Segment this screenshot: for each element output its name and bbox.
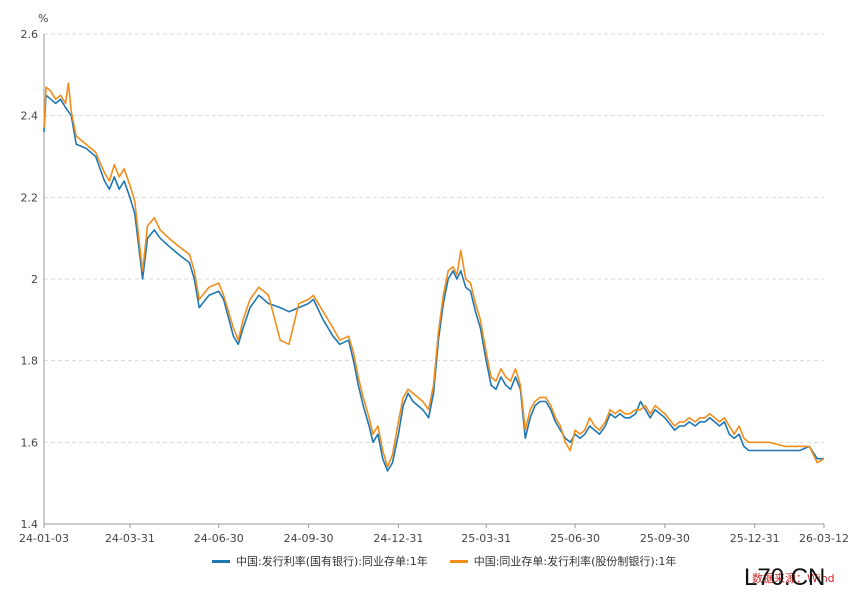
legend-item-series-2: 中国:同业存单:发行利率(股份制银行):1年 [449,553,677,569]
x-tick-labels: 24-01-03 24-03-31 24-06-30 24-09-30 24-12-31… [19,532,849,545]
x-tick-label: 26-03-12 [799,532,849,545]
legend-swatch-series-2 [449,559,468,563]
y-tick-labels: 1.4 1.6 1.8 2 2.2 2.4 2.6 [21,28,39,531]
x-tick-label: 24-03-31 [105,532,155,545]
y-tick-label: 1.8 [21,355,39,368]
series-line-1 [43,94,824,472]
legend-item-series-1: 中国:发行利率(国有银行):同业存单:1年 [212,553,428,569]
y-tick-label: 2.6 [21,28,39,41]
axes [43,34,825,528]
series-lines [43,82,825,472]
x-tick-label: 25-03-31 [461,532,511,545]
x-tick-label: 24-12-31 [373,532,423,545]
data-source-note: 数据来源：Wind [752,572,835,585]
y-tick-label: 1.6 [21,436,39,449]
legend: 中国:发行利率(国有银行):同业存单:1年 中国:同业存单:发行利率(股份制银行… [212,553,676,569]
y-tick-label: 2 [31,273,38,286]
y-unit-label: % [38,12,48,25]
series-line-2 [43,82,825,468]
legend-label-series-1: 中国:发行利率(国有银行):同业存单:1年 [236,555,428,568]
legend-label-series-2: 中国:同业存单:发行利率(股份制银行):1年 [473,555,677,568]
x-tick-label: 25-09-30 [640,532,690,545]
x-tick-label: 25-06-30 [550,532,600,545]
x-tick-label: 24-09-30 [284,532,334,545]
x-tick-label: 25-12-31 [730,532,780,545]
grid-lines [44,33,824,443]
y-tick-label: 2.2 [21,191,39,204]
x-tick-label: 24-06-30 [194,532,244,545]
y-tick-label: 1.4 [21,518,39,531]
x-tick-label: 24-01-03 [19,532,69,545]
legend-swatch-series-1 [212,559,230,563]
watermark-logo: L70.CN [744,564,826,591]
y-tick-label: 2.4 [21,110,39,123]
